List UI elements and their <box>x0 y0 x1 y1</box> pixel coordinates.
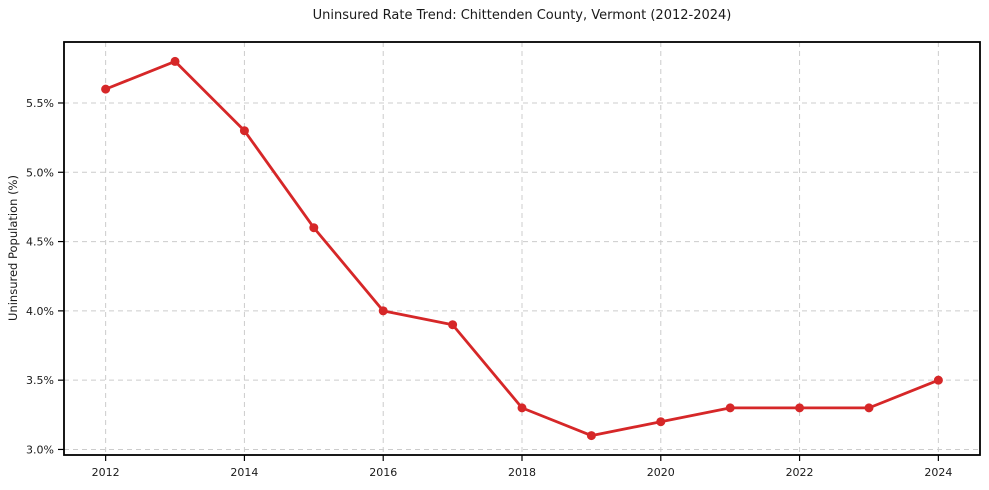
data-point <box>239 126 249 136</box>
data-point <box>101 84 111 94</box>
x-tick-label: 2012 <box>92 466 120 479</box>
data-point <box>933 375 943 385</box>
data-point <box>586 431 596 441</box>
data-point <box>795 403 805 413</box>
data-point <box>725 403 735 413</box>
y-tick-label: 5.0% <box>26 166 54 179</box>
data-point <box>448 320 458 330</box>
y-tick-label: 4.5% <box>26 236 54 249</box>
x-tick-label: 2020 <box>647 466 675 479</box>
x-tick-label: 2022 <box>786 466 814 479</box>
x-tick-label: 2018 <box>508 466 536 479</box>
y-tick-label: 3.5% <box>26 374 54 387</box>
x-tick-label: 2016 <box>369 466 397 479</box>
data-point <box>656 417 666 427</box>
data-point <box>309 223 319 233</box>
x-tick-label: 2014 <box>230 466 258 479</box>
chart-title: Uninsured Rate Trend: Chittenden County,… <box>312 8 732 23</box>
plot-border <box>63 41 981 456</box>
data-point <box>170 56 180 66</box>
y-tick-label: 4.0% <box>26 305 54 318</box>
data-point <box>517 403 527 413</box>
y-tick-label: 3.0% <box>26 443 54 456</box>
y-tick-label: 5.5% <box>26 97 54 110</box>
data-point <box>864 403 874 413</box>
x-tick-label: 2024 <box>924 466 952 479</box>
data-point <box>378 306 388 316</box>
